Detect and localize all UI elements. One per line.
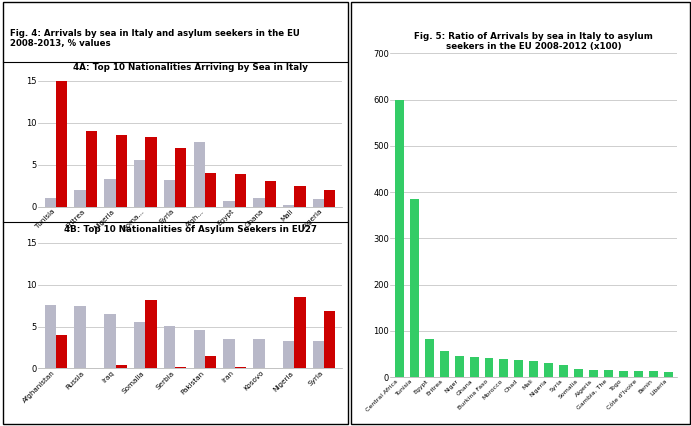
- Bar: [205, 356, 216, 368]
- Bar: [86, 131, 97, 207]
- Bar: [175, 367, 187, 368]
- Bar: [56, 81, 67, 207]
- Bar: [253, 339, 265, 368]
- Text: Fig. 4: Arrivals by sea in Italy and asylum seekers in the EU
2008-2013, % value: Fig. 4: Arrivals by sea in Italy and asy…: [10, 29, 300, 49]
- Bar: [324, 190, 336, 207]
- Bar: [223, 339, 235, 368]
- Bar: [313, 199, 324, 207]
- Title: 4B: Top 10 Nationalities of Asylum Seekers in EU27: 4B: Top 10 Nationalities of Asylum Seeke…: [64, 225, 316, 233]
- Bar: [235, 367, 246, 368]
- Bar: [175, 148, 187, 207]
- Bar: [529, 361, 538, 377]
- Bar: [145, 137, 157, 207]
- Bar: [193, 330, 205, 368]
- Bar: [294, 186, 305, 207]
- Bar: [619, 371, 628, 377]
- Bar: [545, 363, 553, 377]
- Bar: [664, 372, 673, 377]
- Bar: [44, 198, 56, 207]
- Bar: [235, 174, 246, 207]
- Bar: [470, 357, 479, 377]
- Bar: [104, 314, 115, 368]
- Bar: [313, 341, 324, 368]
- Bar: [425, 339, 434, 377]
- Bar: [410, 199, 419, 377]
- Bar: [75, 190, 86, 207]
- Title: 4A: Top 10 Nationalities Arriving by Sea in Italy: 4A: Top 10 Nationalities Arriving by Sea…: [73, 63, 307, 72]
- Bar: [559, 366, 568, 377]
- Bar: [395, 100, 404, 377]
- Bar: [514, 360, 523, 377]
- Bar: [164, 326, 175, 368]
- Bar: [283, 341, 294, 368]
- Bar: [115, 365, 127, 368]
- Bar: [439, 351, 448, 377]
- Bar: [44, 305, 56, 368]
- Bar: [56, 335, 67, 368]
- Bar: [193, 142, 205, 207]
- Bar: [324, 311, 336, 368]
- Bar: [574, 369, 583, 377]
- Bar: [455, 356, 464, 377]
- Bar: [164, 180, 175, 207]
- Bar: [649, 371, 658, 377]
- Title: Fig. 5: Ratio of Arrivals by sea in Italy to asylum
seekers in the EU 2008-2012 : Fig. 5: Ratio of Arrivals by sea in Ital…: [415, 32, 653, 51]
- Bar: [253, 198, 265, 207]
- Bar: [145, 300, 157, 368]
- Bar: [500, 359, 509, 377]
- Bar: [634, 371, 643, 377]
- Bar: [604, 370, 613, 377]
- Bar: [294, 297, 305, 368]
- Bar: [104, 179, 115, 207]
- Bar: [134, 322, 145, 368]
- Bar: [223, 201, 235, 207]
- Bar: [283, 205, 294, 207]
- Bar: [75, 306, 86, 368]
- Bar: [205, 173, 216, 207]
- Bar: [484, 357, 493, 377]
- Bar: [115, 135, 127, 207]
- Bar: [265, 181, 276, 207]
- Bar: [589, 370, 598, 377]
- Bar: [134, 161, 145, 207]
